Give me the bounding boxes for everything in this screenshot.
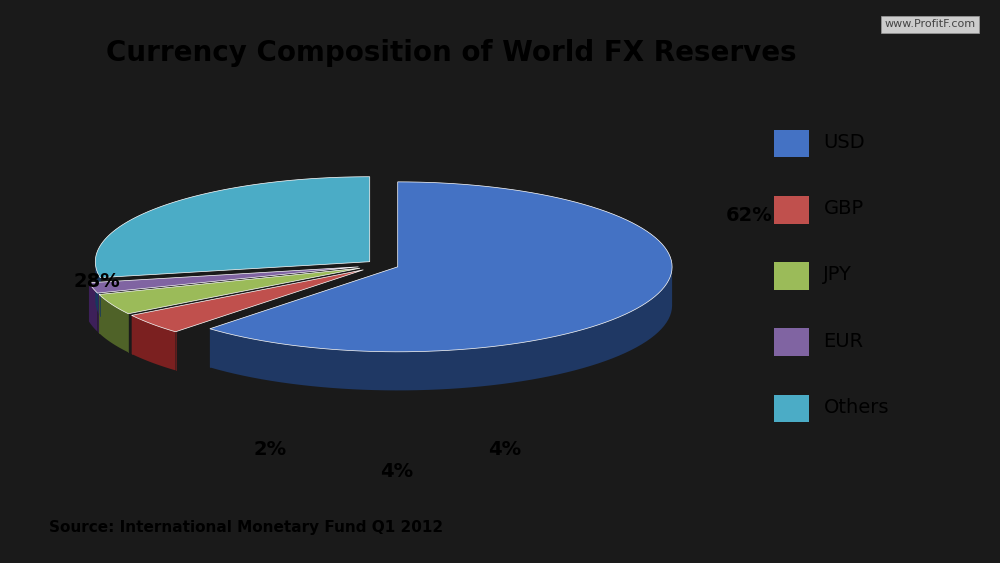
Text: GBP: GBP: [823, 199, 864, 218]
Text: USD: USD: [823, 133, 865, 152]
Polygon shape: [89, 267, 358, 293]
Text: www.ProfitF.com: www.ProfitF.com: [884, 19, 975, 29]
Text: 28%: 28%: [74, 272, 120, 291]
Text: Currency Composition of World FX Reserves: Currency Composition of World FX Reserve…: [106, 39, 796, 67]
Text: 4%: 4%: [488, 440, 521, 459]
Polygon shape: [132, 315, 176, 370]
Polygon shape: [89, 283, 98, 332]
Polygon shape: [99, 294, 128, 352]
Polygon shape: [95, 177, 370, 278]
FancyBboxPatch shape: [774, 262, 809, 290]
FancyBboxPatch shape: [774, 395, 809, 422]
Polygon shape: [99, 268, 360, 314]
Text: JPY: JPY: [823, 265, 852, 284]
Text: 4%: 4%: [381, 462, 414, 481]
Text: 2%: 2%: [253, 440, 286, 459]
Polygon shape: [210, 182, 672, 352]
Polygon shape: [132, 270, 363, 332]
FancyBboxPatch shape: [774, 129, 809, 157]
FancyBboxPatch shape: [774, 328, 809, 356]
Polygon shape: [210, 267, 672, 390]
Polygon shape: [95, 261, 100, 316]
Text: Source: International Monetary Fund Q1 2012: Source: International Monetary Fund Q1 2…: [49, 520, 443, 535]
Text: Others: Others: [823, 398, 889, 417]
FancyBboxPatch shape: [774, 196, 809, 224]
Text: 62%: 62%: [725, 206, 772, 225]
Text: EUR: EUR: [823, 332, 864, 351]
